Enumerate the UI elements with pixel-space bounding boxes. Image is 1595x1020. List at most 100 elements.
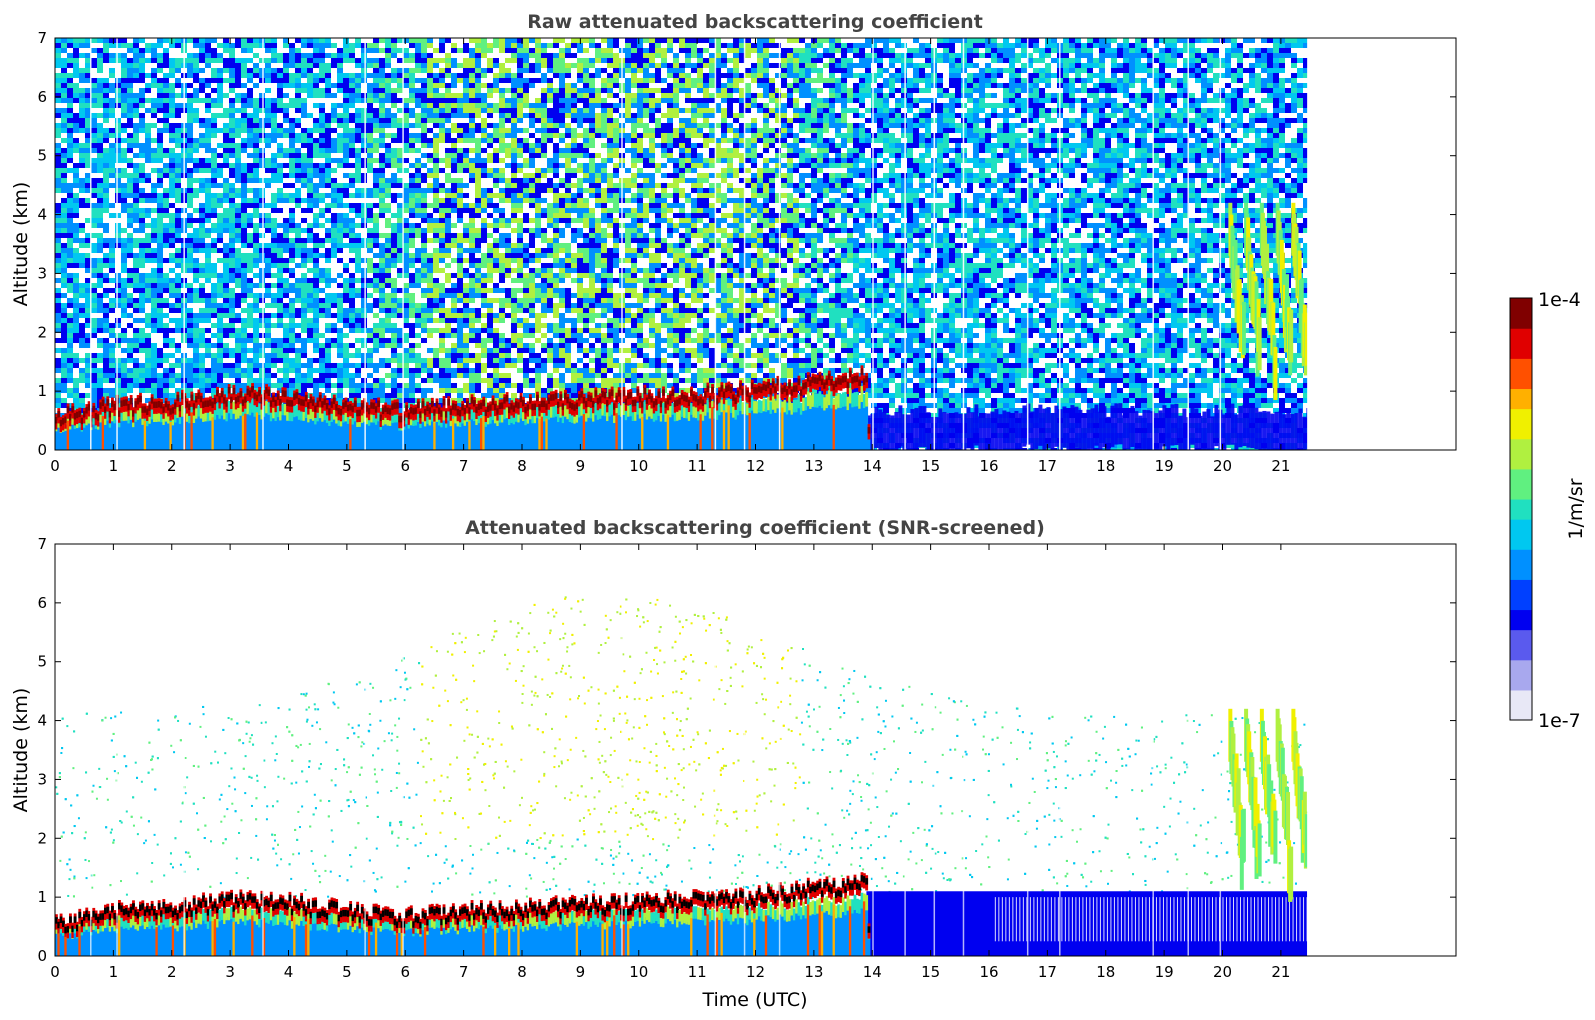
bottom-aerosol-layer: [55, 872, 871, 956]
colorbar-step: [1510, 448, 1532, 460]
colorbar-step: [1510, 468, 1532, 480]
x-tick-label: 7: [459, 963, 469, 981]
colorbar-unit-label: 1/m/sr: [1565, 478, 1587, 539]
x-tick-label: 20: [1213, 457, 1232, 475]
x-tick-label: 6: [400, 963, 410, 981]
x-tick-label: 18: [1096, 963, 1115, 981]
top-heatmap: [55, 38, 1456, 450]
y-tick-label: 6: [37, 88, 47, 106]
x-tick-label: 19: [1155, 963, 1174, 981]
x-tick-label: 17: [1038, 457, 1057, 475]
y-tick-label: 5: [37, 147, 47, 165]
colorbar-step: [1510, 428, 1532, 440]
x-tick-label: 6: [400, 457, 410, 475]
x-tick-label: 10: [629, 457, 648, 475]
x-tick-label: 21: [1271, 963, 1290, 981]
colorbar-min-label: 1e-7: [1538, 710, 1581, 732]
x-tick-label: 12: [746, 457, 765, 475]
x-tick-label: 2: [167, 457, 177, 475]
colorbar-step: [1510, 559, 1532, 570]
bottom-y-axis-label: Altitude (km): [10, 688, 32, 813]
colorbar-step: [1510, 679, 1532, 691]
x-tick-label: 12: [746, 963, 765, 981]
colorbar-step: [1510, 478, 1532, 490]
x-tick-label: 19: [1155, 457, 1174, 475]
top-cloud-feature: [1228, 202, 1309, 400]
x-tick-label: 8: [517, 457, 527, 475]
bottom-data-dropouts: [90, 544, 1456, 956]
colorbar-step: [1510, 298, 1532, 309]
x-tick-label: 3: [225, 457, 235, 475]
x-tick-label: 1: [109, 963, 119, 981]
colorbar-gradient: [1510, 298, 1532, 721]
x-tick-label: 17: [1038, 963, 1057, 981]
colorbar-step: [1510, 579, 1532, 590]
x-tick-label: 14: [863, 963, 882, 981]
x-tick-label: 0: [50, 963, 60, 981]
x-tick-label: 4: [284, 457, 294, 475]
colorbar-step: [1510, 378, 1532, 390]
y-tick-label: 5: [37, 653, 47, 671]
x-tick-label: 5: [342, 457, 352, 475]
colorbar-step: [1510, 689, 1532, 701]
y-tick-label: 7: [37, 535, 47, 553]
colorbar-step: [1510, 699, 1532, 711]
colorbar-step: [1510, 549, 1532, 560]
y-tick-label: 1: [37, 382, 47, 400]
x-tick-label: 16: [979, 457, 998, 475]
top-y-axis-label: Altitude (km): [10, 182, 32, 307]
y-tick-label: 4: [37, 206, 47, 224]
x-tick-label: 3: [225, 963, 235, 981]
colorbar-step: [1510, 669, 1532, 681]
colorbar-step: [1510, 609, 1532, 621]
x-tick-label: 5: [342, 963, 352, 981]
colorbar-step: [1510, 308, 1532, 319]
bottom-x-ticks: 0 1 2 3 4 5 6 7 8 9 10 11 12 13 14 15 16 17 18 19 20 21: [50, 544, 1290, 981]
colorbar-step: [1510, 368, 1532, 379]
y-tick-label: 2: [37, 829, 47, 847]
x-tick-label: 15: [921, 963, 940, 981]
bottom-heatmap: [55, 544, 1456, 956]
x-tick-label: 1: [109, 457, 119, 475]
colorbar-step: [1510, 328, 1532, 339]
x-tick-label: 8: [517, 963, 527, 981]
colorbar-step: [1510, 709, 1532, 721]
colorbar-step: [1510, 488, 1532, 500]
y-tick-label: 6: [37, 594, 47, 612]
colorbar-step: [1510, 418, 1532, 430]
y-tick-label: 3: [37, 264, 47, 282]
x-tick-label: 9: [576, 457, 586, 475]
colorbar-frame: [1509, 297, 1533, 721]
colorbar-step: [1510, 398, 1532, 410]
colorbar-step: [1510, 569, 1532, 580]
colorbar-step: [1510, 318, 1532, 329]
x-tick-label: 0: [50, 457, 60, 475]
colorbar-step: [1510, 539, 1532, 550]
x-tick-label: 2: [167, 963, 177, 981]
y-tick-label: 4: [37, 712, 47, 730]
top-panel: Raw attenuated backscattering coefficien…: [10, 11, 1457, 475]
colorbar-step: [1510, 639, 1532, 651]
top-data-dropouts: [90, 38, 1456, 450]
colorbar-step: [1510, 529, 1532, 540]
colorbar-step: [1510, 649, 1532, 661]
bottom-y-ticks: 0 1 2 3 4 5 6 7: [37, 535, 1456, 965]
colorbar-step: [1510, 519, 1532, 530]
x-tick-label: 14: [863, 457, 882, 475]
y-tick-label: 1: [37, 888, 47, 906]
y-tick-label: 0: [37, 441, 47, 459]
y-tick-label: 0: [37, 947, 47, 965]
x-tick-label: 4: [284, 963, 294, 981]
colorbar-step: [1510, 599, 1532, 611]
colorbar-step: [1510, 408, 1532, 420]
colorbar-step: [1510, 458, 1532, 470]
bottom-panel-title: Attenuated backscattering coefficient (S…: [465, 517, 1045, 539]
colorbar-step: [1510, 348, 1532, 359]
y-tick-label: 2: [37, 323, 47, 341]
x-tick-label: 13: [804, 457, 823, 475]
colorbar-step: [1510, 629, 1532, 641]
x-tick-label: 10: [629, 963, 648, 981]
y-tick-label: 3: [37, 770, 47, 788]
bottom-cloud-feature: [1228, 708, 1309, 902]
